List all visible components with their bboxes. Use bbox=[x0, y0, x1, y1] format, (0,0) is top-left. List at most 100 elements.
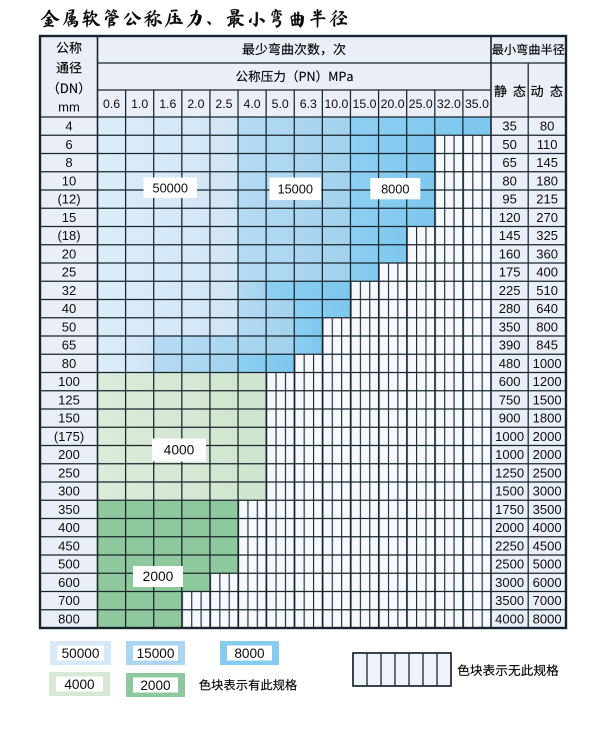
svg-text:2000: 2000 bbox=[533, 447, 562, 462]
svg-text:2250: 2250 bbox=[495, 538, 524, 553]
svg-text:400: 400 bbox=[58, 520, 80, 535]
svg-text:200: 200 bbox=[58, 447, 80, 462]
svg-text:8000: 8000 bbox=[234, 646, 265, 661]
svg-text:25: 25 bbox=[62, 265, 76, 280]
svg-text:640: 640 bbox=[536, 301, 558, 316]
svg-text:15000: 15000 bbox=[137, 646, 175, 661]
svg-text:400: 400 bbox=[536, 265, 558, 280]
svg-text:180: 180 bbox=[536, 173, 558, 188]
svg-text:1000: 1000 bbox=[533, 356, 562, 371]
svg-text:7000: 7000 bbox=[533, 593, 562, 608]
svg-text:4.0: 4.0 bbox=[244, 97, 261, 111]
svg-text:2000: 2000 bbox=[533, 429, 562, 444]
svg-text:110: 110 bbox=[537, 137, 558, 152]
svg-text:2000: 2000 bbox=[140, 678, 171, 693]
svg-text:(12): (12) bbox=[57, 192, 80, 207]
svg-text:480: 480 bbox=[499, 356, 521, 371]
svg-text:15000: 15000 bbox=[277, 181, 313, 196]
svg-text:700: 700 bbox=[58, 593, 80, 608]
svg-text:350: 350 bbox=[499, 319, 521, 334]
svg-text:1.6: 1.6 bbox=[159, 97, 176, 111]
svg-text:3000: 3000 bbox=[533, 484, 562, 499]
svg-text:1000: 1000 bbox=[495, 429, 524, 444]
svg-text:80: 80 bbox=[62, 356, 76, 371]
svg-text:1750: 1750 bbox=[495, 502, 524, 517]
svg-text:(18): (18) bbox=[57, 228, 80, 243]
svg-text:800: 800 bbox=[58, 611, 80, 626]
svg-text:3500: 3500 bbox=[533, 502, 562, 517]
svg-text:600: 600 bbox=[58, 575, 80, 590]
svg-text:1200: 1200 bbox=[533, 374, 562, 389]
svg-text:50: 50 bbox=[62, 319, 76, 334]
svg-text:15: 15 bbox=[62, 210, 76, 225]
svg-text:1500: 1500 bbox=[495, 484, 524, 499]
svg-text:150: 150 bbox=[58, 411, 80, 426]
svg-text:6: 6 bbox=[65, 137, 72, 152]
svg-text:50: 50 bbox=[502, 137, 516, 152]
svg-text:360: 360 bbox=[536, 246, 558, 261]
svg-text:80: 80 bbox=[502, 173, 516, 188]
svg-text:6.3: 6.3 bbox=[300, 97, 317, 111]
svg-text:350: 350 bbox=[58, 502, 80, 517]
svg-text:450: 450 bbox=[58, 538, 80, 553]
svg-text:0.6: 0.6 bbox=[103, 97, 120, 111]
svg-text:1000: 1000 bbox=[495, 447, 524, 462]
svg-text:800: 800 bbox=[536, 319, 558, 334]
svg-text:32.0: 32.0 bbox=[437, 97, 461, 111]
svg-text:95: 95 bbox=[502, 192, 516, 207]
svg-text:1500: 1500 bbox=[533, 392, 562, 407]
svg-text:4000: 4000 bbox=[495, 611, 524, 626]
svg-text:1800: 1800 bbox=[533, 411, 562, 426]
svg-text:50000: 50000 bbox=[152, 180, 188, 195]
svg-text:8000: 8000 bbox=[533, 611, 562, 626]
svg-text:65: 65 bbox=[502, 155, 516, 170]
svg-text:20: 20 bbox=[62, 246, 76, 261]
svg-text:2.5: 2.5 bbox=[215, 97, 232, 111]
svg-text:2000: 2000 bbox=[143, 569, 174, 584]
svg-text:8: 8 bbox=[65, 155, 72, 170]
svg-text:15.0: 15.0 bbox=[353, 97, 377, 111]
svg-text:845: 845 bbox=[536, 338, 558, 353]
svg-text:8000: 8000 bbox=[381, 181, 409, 196]
svg-text:600: 600 bbox=[499, 374, 521, 389]
svg-text:280: 280 bbox=[499, 301, 521, 316]
svg-text:1250: 1250 bbox=[495, 465, 524, 480]
svg-text:5.0: 5.0 bbox=[272, 97, 289, 111]
svg-text:175: 175 bbox=[499, 265, 521, 280]
svg-text:270: 270 bbox=[536, 210, 558, 225]
svg-text:5000: 5000 bbox=[533, 557, 562, 572]
svg-text:3000: 3000 bbox=[495, 575, 524, 590]
svg-text:80: 80 bbox=[540, 119, 554, 134]
svg-text:145: 145 bbox=[536, 155, 558, 170]
svg-text:10.0: 10.0 bbox=[324, 97, 348, 111]
svg-text:390: 390 bbox=[499, 338, 521, 353]
svg-text:215: 215 bbox=[536, 192, 558, 207]
svg-text:4000: 4000 bbox=[64, 677, 95, 692]
svg-text:750: 750 bbox=[499, 392, 521, 407]
svg-text:6000: 6000 bbox=[533, 575, 562, 590]
svg-text:500: 500 bbox=[58, 557, 80, 572]
svg-text:4000: 4000 bbox=[533, 520, 562, 535]
svg-text:300: 300 bbox=[58, 484, 80, 499]
svg-text:35.0: 35.0 bbox=[465, 97, 489, 111]
svg-text:3500: 3500 bbox=[495, 593, 524, 608]
svg-text:125: 125 bbox=[58, 392, 80, 407]
svg-text:4: 4 bbox=[65, 119, 72, 134]
svg-text:(175): (175) bbox=[54, 429, 84, 444]
svg-text:4000: 4000 bbox=[164, 443, 195, 458]
svg-text:145: 145 bbox=[499, 228, 521, 243]
svg-text:50000: 50000 bbox=[62, 646, 100, 661]
svg-text:100: 100 bbox=[58, 374, 80, 389]
svg-text:32: 32 bbox=[62, 283, 76, 298]
svg-text:mm: mm bbox=[58, 100, 80, 115]
svg-text:225: 225 bbox=[499, 283, 521, 298]
svg-text:20.0: 20.0 bbox=[381, 97, 405, 111]
svg-text:120: 120 bbox=[499, 210, 521, 225]
svg-text:35: 35 bbox=[502, 119, 516, 134]
svg-text:160: 160 bbox=[499, 246, 521, 261]
svg-text:250: 250 bbox=[58, 465, 80, 480]
svg-text:325: 325 bbox=[536, 228, 558, 243]
svg-text:2500: 2500 bbox=[495, 557, 524, 572]
svg-text:2.0: 2.0 bbox=[187, 97, 204, 111]
svg-text:10: 10 bbox=[62, 173, 76, 188]
